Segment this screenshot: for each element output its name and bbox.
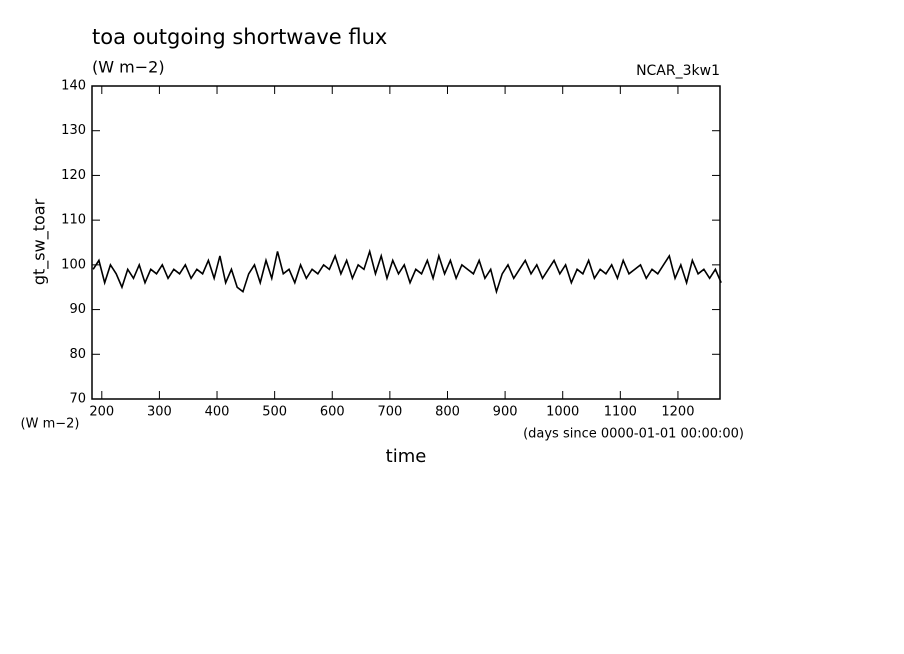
x-axis-unit: (days since 0000-01-01 00:00:00) xyxy=(523,427,744,442)
chart-title: toa outgoing shortwave flux xyxy=(92,25,387,49)
y-axis-unit: (W m−2) xyxy=(21,417,80,432)
x-tick-label: 500 xyxy=(262,405,287,420)
x-tick-label: 600 xyxy=(320,405,345,420)
plot-frame xyxy=(91,85,721,400)
x-tick-label: 700 xyxy=(377,405,402,420)
x-tick-label: 1100 xyxy=(604,405,637,420)
y-tick-label: 120 xyxy=(61,168,86,183)
x-tick-label: 200 xyxy=(89,405,114,420)
x-tick-label: 1200 xyxy=(661,405,694,420)
run-label: NCAR_3kw1 xyxy=(636,63,720,79)
y-tick-label: 70 xyxy=(69,392,86,407)
x-tick-label: 900 xyxy=(493,405,518,420)
x-tick-label: 800 xyxy=(435,405,460,420)
x-tick-label: 1000 xyxy=(546,405,579,420)
y-tick-label: 140 xyxy=(61,79,86,94)
y-tick-label: 100 xyxy=(61,257,86,272)
y-tick-label: 80 xyxy=(69,347,86,362)
chart-subtitle: (W m−2) xyxy=(92,58,165,77)
y-tick-label: 110 xyxy=(61,213,86,228)
y-tick-label: 90 xyxy=(69,302,86,317)
x-axis-label: time xyxy=(386,446,427,467)
x-tick-label: 400 xyxy=(205,405,230,420)
data-line xyxy=(92,248,722,295)
y-tick-label: 130 xyxy=(61,123,86,138)
y-axis-label: gt_sw_toar xyxy=(30,198,50,285)
x-tick-label: 300 xyxy=(147,405,172,420)
